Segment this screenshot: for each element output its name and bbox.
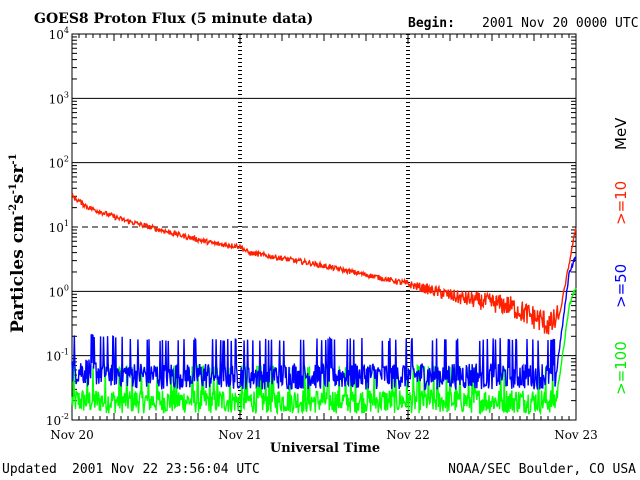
y-axis-title: Particles cm-2s-1sr-1 bbox=[8, 154, 28, 334]
x-axis-title: Universal Time bbox=[270, 441, 380, 456]
series-line-0 bbox=[71, 192, 577, 335]
y-axis-title-exp3: -1 bbox=[8, 154, 19, 165]
begin-label: Begin: bbox=[408, 16, 455, 31]
y-tick-label: 101 bbox=[49, 219, 69, 235]
svg-text:Particles cm-2s-1sr-1: Particles cm-2s-1sr-1 bbox=[8, 154, 28, 334]
source-label: NOAA/SEC Boulder, CO USA bbox=[448, 462, 636, 477]
y-axis-title-unit2: s bbox=[8, 194, 28, 204]
series-group bbox=[71, 192, 577, 416]
y-tick-label: 104 bbox=[49, 26, 69, 42]
y-tick-label: 103 bbox=[49, 90, 69, 106]
series-line-1 bbox=[71, 256, 577, 391]
y-axis-title-unit3: sr bbox=[8, 164, 28, 184]
y-axis-title-main: Particles cm bbox=[8, 215, 28, 333]
y-tick-label: 100 bbox=[49, 283, 69, 299]
legend-ge50: >=50 bbox=[612, 264, 630, 308]
x-tick-label: Nov 22 bbox=[386, 428, 430, 442]
y-axis-title-exp2: -1 bbox=[8, 183, 19, 194]
updated-value: 2001 Nov 22 23:56:04 UTC bbox=[72, 462, 260, 477]
legend-ge100: >=100 bbox=[612, 341, 630, 395]
legend-unit-mev: MeV bbox=[612, 117, 630, 150]
grid-lines bbox=[72, 34, 576, 420]
x-tick-label: Nov 21 bbox=[218, 428, 262, 442]
x-axis-ticks: Nov 20 Nov 21 Nov 22 Nov 23 bbox=[50, 34, 598, 442]
y-tick-label: 10-2 bbox=[46, 412, 69, 428]
chart-title: GOES8 Proton Flux (5 minute data) bbox=[34, 11, 313, 27]
y-tick-label: 102 bbox=[49, 155, 69, 171]
y-tick-label: 10-1 bbox=[46, 348, 69, 364]
begin-value: 2001 Nov 20 0000 UTC bbox=[482, 16, 639, 31]
y-axis-title-exp1: -2 bbox=[8, 204, 19, 215]
updated-label: Updated bbox=[2, 462, 57, 477]
x-tick-label: Nov 23 bbox=[554, 428, 598, 442]
x-tick-label: Nov 20 bbox=[50, 428, 94, 442]
legend-ge10: >=10 bbox=[612, 181, 630, 225]
